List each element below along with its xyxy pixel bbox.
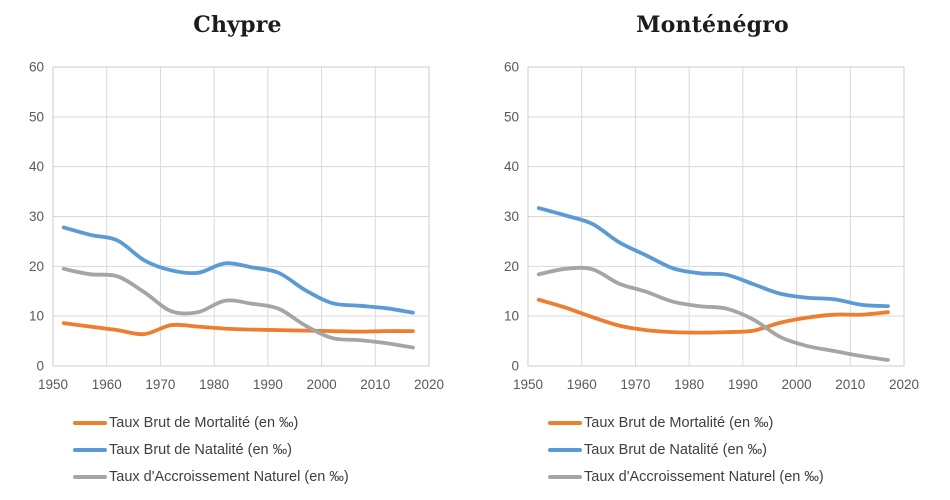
y-tick-label: 20 [504, 259, 519, 274]
legend-label-accroissement: Taux d'Accroissement Naturel (en ‰) [109, 469, 349, 485]
x-tick-label: 1970 [620, 377, 650, 392]
legend-montenegro: Taux Brut de Mortalité (en ‰) Taux Brut … [548, 413, 950, 487]
legend-label-accroissement: Taux d'Accroissement Naturel (en ‰) [584, 469, 824, 485]
x-tick-label: 2000 [782, 377, 812, 392]
axis-tick-labels: 0 10 20 30 40 50 60 1950 1960 1970 1980 1990 2000 201… [504, 60, 919, 393]
legend-label-mortalite: Taux Brut de Mortalité (en ‰) [109, 415, 299, 431]
gridlines [527, 66, 905, 367]
legend-item-mortalite: Taux Brut de Mortalité (en ‰) [548, 413, 950, 433]
x-tick-label: 1980 [674, 377, 704, 392]
y-tick-label: 60 [29, 60, 44, 75]
series-line-orange [536, 297, 890, 335]
y-tick-label: 50 [504, 109, 519, 124]
mortalite-line-swatch [548, 421, 582, 425]
plot-border [52, 66, 430, 367]
series-line-orange [61, 321, 415, 337]
legend-item-accroissement: Taux d'Accroissement Naturel (en ‰) [73, 467, 475, 487]
legend-item-accroissement: Taux d'Accroissement Naturel (en ‰) [548, 467, 950, 487]
y-tick-label: 50 [29, 109, 44, 124]
x-tick-label: 1990 [253, 377, 283, 392]
series-line-gray [536, 265, 890, 362]
x-tick-label: 1970 [145, 377, 175, 392]
y-tick-label: 0 [511, 359, 519, 374]
y-tick-label: 30 [504, 209, 519, 224]
series-line-gray [61, 266, 415, 350]
y-tick-label: 30 [29, 209, 44, 224]
x-tick-label: 2000 [307, 377, 337, 392]
x-tick-label: 2020 [414, 377, 444, 392]
legend-label-mortalite: Taux Brut de Mortalité (en ‰) [584, 415, 774, 431]
y-tick-label: 10 [504, 309, 519, 324]
chart-title-chypre: Chypre [193, 12, 282, 38]
x-tick-label: 1990 [728, 377, 758, 392]
chart-title-montenegro: Monténégro [636, 12, 789, 38]
accroissement-line-swatch [548, 475, 582, 479]
legend-chypre: Taux Brut de Mortalité (en ‰) Taux Brut … [73, 413, 475, 487]
chypre-line-chart-svg: 0 10 20 30 40 50 60 1950 1960 1970 1980 1990 2000 201… [29, 60, 444, 393]
chart-panel-chypre: Chypre 0 10 20 30 40 50 60 1950 1960 1970 1980 1990… [29, 12, 475, 487]
x-tick-label: 1960 [92, 377, 122, 392]
series-line-blue [536, 206, 890, 309]
natalite-line-swatch [548, 448, 582, 452]
accroissement-line-swatch [73, 475, 107, 479]
legend-item-natalite: Taux Brut de Natalité (en ‰) [548, 440, 950, 460]
x-tick-label: 2020 [889, 377, 919, 392]
gridlines [52, 66, 430, 367]
legend-item-natalite: Taux Brut de Natalité (en ‰) [73, 440, 475, 460]
x-tick-label: 1960 [567, 377, 597, 392]
natalite-line-swatch [73, 448, 107, 452]
axis-tick-labels: 0 10 20 30 40 50 60 1950 1960 1970 1980 1990 2000 201… [29, 60, 444, 393]
chart-panel-montenegro: Monténégro 0 10 20 30 40 50 60 1950 1960 1970 1980… [475, 0, 950, 500]
series-line-blue [61, 225, 415, 315]
montenegro-line-chart-svg: 0 10 20 30 40 50 60 1950 1960 1970 1980 1990 2000 201… [504, 60, 919, 393]
y-tick-label: 40 [504, 159, 519, 174]
mortalite-line-swatch [73, 421, 107, 425]
x-tick-label: 2010 [835, 377, 865, 392]
x-tick-label: 2010 [360, 377, 390, 392]
legend-label-natalite: Taux Brut de Natalité (en ‰) [109, 442, 292, 458]
y-tick-label: 40 [29, 159, 44, 174]
y-tick-label: 60 [504, 60, 519, 75]
plot-border [527, 66, 905, 367]
y-tick-label: 0 [36, 359, 44, 374]
legend-item-mortalite: Taux Brut de Mortalité (en ‰) [73, 413, 475, 433]
x-tick-label: 1980 [199, 377, 229, 392]
legend-label-natalite: Taux Brut de Natalité (en ‰) [584, 442, 767, 458]
y-tick-label: 20 [29, 259, 44, 274]
y-tick-label: 10 [29, 309, 44, 324]
x-tick-label: 1950 [513, 377, 543, 392]
x-tick-label: 1950 [38, 377, 68, 392]
